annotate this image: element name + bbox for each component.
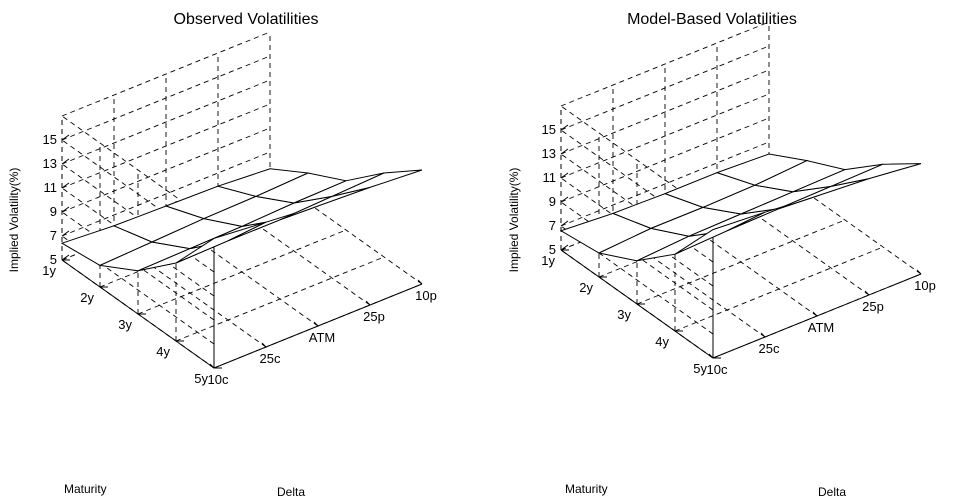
x-tick-mark	[261, 342, 267, 348]
chart-title: Observed Volatilities	[174, 11, 319, 28]
chart-title: Model-Based Volatilities	[627, 11, 797, 28]
z-tick-mark	[61, 206, 70, 213]
x-tick-label: 10c	[208, 372, 229, 387]
x-tick-mark	[417, 279, 423, 285]
x-tick-label: 25p	[363, 309, 385, 324]
z-tick-mark	[560, 148, 569, 155]
surface	[559, 153, 922, 262]
x-tick-label: 25c	[260, 351, 281, 366]
y-tick-label: 3y	[617, 307, 631, 322]
y-tick-label: 4y	[655, 334, 669, 349]
z-tick-mark	[61, 134, 70, 141]
gridline-z-back-wall	[560, 141, 770, 227]
x-tick-mark	[313, 321, 319, 327]
x-tick-label: 10p	[415, 288, 437, 303]
z-tick-label: 7	[549, 218, 556, 233]
gridline-z-back-wall	[61, 79, 271, 165]
z-tick-label: 7	[50, 228, 57, 243]
x-tick-mark	[209, 363, 215, 369]
x-tick-label: 10c	[707, 362, 728, 377]
x-tick-label: ATM	[808, 320, 834, 335]
x-tick-mark	[365, 300, 371, 306]
y-tick-label: 5y	[194, 371, 208, 386]
x-axis-label: Delta	[277, 485, 305, 499]
z-tick-mark	[61, 182, 70, 189]
z-tick-label: 9	[549, 194, 556, 209]
z-axis-label: Implied Volatility(%)	[507, 168, 521, 273]
x-tick-mark	[812, 311, 818, 317]
y-tick-label: 2y	[80, 290, 94, 305]
x-tick-mark	[916, 269, 922, 275]
x-tick-label: ATM	[309, 330, 335, 345]
z-tick-mark	[560, 244, 569, 251]
gridline-floor-y	[137, 229, 347, 315]
z-tick-mark	[560, 124, 569, 131]
z-tick-label: 13	[542, 146, 556, 161]
gridline-z-back-wall	[560, 69, 770, 155]
y-axis-label: Maturity	[64, 482, 107, 496]
z-tick-label: 5	[50, 252, 57, 267]
x-tick-mark	[760, 332, 766, 338]
z-tick-label: 5	[549, 242, 556, 257]
z-tick-label: 11	[543, 170, 557, 185]
z-tick-mark	[61, 158, 70, 165]
x-tick-label: 25c	[759, 341, 780, 356]
gridline-z-back-wall	[61, 151, 271, 237]
gridline-z-back-wall	[61, 31, 271, 117]
gridline-floor-y	[175, 256, 385, 342]
z-tick-label: 9	[50, 204, 57, 219]
y-tick-label: 3y	[118, 317, 132, 332]
z-tick-label: 15	[43, 132, 57, 147]
y-tick-label: 1y	[42, 263, 56, 278]
z-tick-label: 11	[44, 180, 58, 195]
surface	[60, 168, 423, 272]
y-axis-label: Maturity	[565, 482, 608, 496]
y-tick-label: 1y	[541, 253, 555, 268]
gridline-z-back-wall	[560, 21, 770, 107]
gridline-floor-y	[636, 219, 846, 305]
z-tick-mark	[560, 220, 569, 227]
surface-patch	[830, 163, 922, 187]
z-tick-label: 15	[542, 122, 556, 137]
model-based-volatilities-panel: Model-Based Volatilities Implied Volatil…	[507, 11, 936, 499]
y-tick-label: 4y	[156, 344, 170, 359]
y-tick-label: 2y	[579, 280, 593, 295]
z-tick-mark	[61, 254, 70, 261]
z-axis-label: Implied Volatility(%)	[7, 168, 21, 273]
z-tick-mark	[560, 172, 569, 179]
z-tick-mark	[560, 196, 569, 203]
observed-volatilities-panel: Observed Volatilities Implied Volatility…	[7, 11, 437, 499]
x-tick-mark	[708, 353, 714, 359]
surface-patch	[331, 169, 423, 197]
z-tick-mark	[61, 230, 70, 237]
gridline-floor-y	[674, 246, 884, 332]
x-tick-label: 25p	[862, 299, 884, 314]
y-tick-label: 5y	[693, 361, 707, 376]
z-tick-label: 13	[43, 156, 57, 171]
x-tick-label: 10p	[914, 278, 936, 293]
x-axis-label: Delta	[818, 485, 846, 499]
x-tick-mark	[864, 290, 870, 296]
